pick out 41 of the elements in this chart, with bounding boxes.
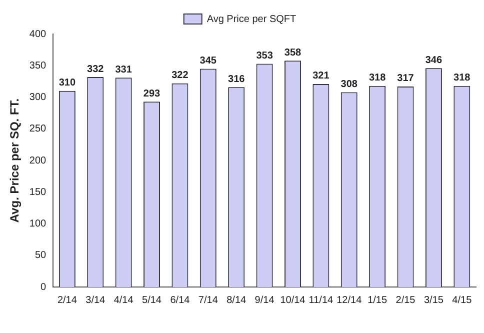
data-label: 310	[58, 78, 76, 89]
x-tick-label: 10/14	[280, 294, 306, 306]
data-label: 317	[397, 73, 414, 84]
y-tick-label: 150	[29, 186, 47, 198]
x-tick-label: 12/14	[336, 294, 362, 306]
x-tick-label: 8/14	[226, 294, 247, 306]
data-label: 308	[340, 78, 358, 90]
y-tick-label: 400	[29, 28, 47, 40]
data-label: 293	[143, 88, 161, 100]
data-label: 318	[368, 72, 386, 84]
y-tick-label: 350	[29, 60, 47, 72]
y-axis-title: Avg. Price per SQ. FT.	[8, 98, 22, 223]
y-tick-label: 250	[29, 124, 47, 135]
data-label: 353	[256, 50, 274, 62]
x-tick-label: 11/14	[308, 294, 334, 306]
data-label: 318	[454, 72, 471, 84]
x-tick-label: 9/14	[254, 294, 275, 306]
legend-label: Avg Price per SQFT	[206, 14, 296, 25]
y-tick-label: 300	[29, 92, 47, 103]
data-label: 358	[284, 47, 302, 58]
data-label: 345	[200, 56, 217, 67]
x-tick-label: 3/14	[86, 294, 106, 306]
x-tick-label: 6/14	[170, 294, 190, 306]
x-tick-label: 4/15	[452, 294, 472, 306]
data-label: 331	[115, 64, 132, 76]
y-tick-label: 100	[29, 218, 47, 230]
x-tick-label: 5/14	[142, 294, 162, 306]
y-tick-label: 50	[34, 250, 47, 262]
data-label: 332	[87, 64, 104, 75]
x-tick-label: 1/15	[368, 294, 388, 306]
x-tick-label: 4/14	[114, 294, 134, 306]
data-label: 316	[228, 74, 246, 85]
data-label: 346	[425, 54, 442, 66]
x-tick-label: 2/14	[57, 294, 78, 306]
x-tick-label: 3/15	[424, 294, 444, 306]
data-label: 321	[312, 70, 330, 82]
x-tick-label: 2/15	[396, 294, 416, 306]
y-tick-label: 200	[29, 155, 47, 166]
x-tick-label: 7/14	[198, 294, 218, 306]
y-tick-label: 0	[40, 282, 47, 293]
data-label: 322	[172, 70, 189, 82]
